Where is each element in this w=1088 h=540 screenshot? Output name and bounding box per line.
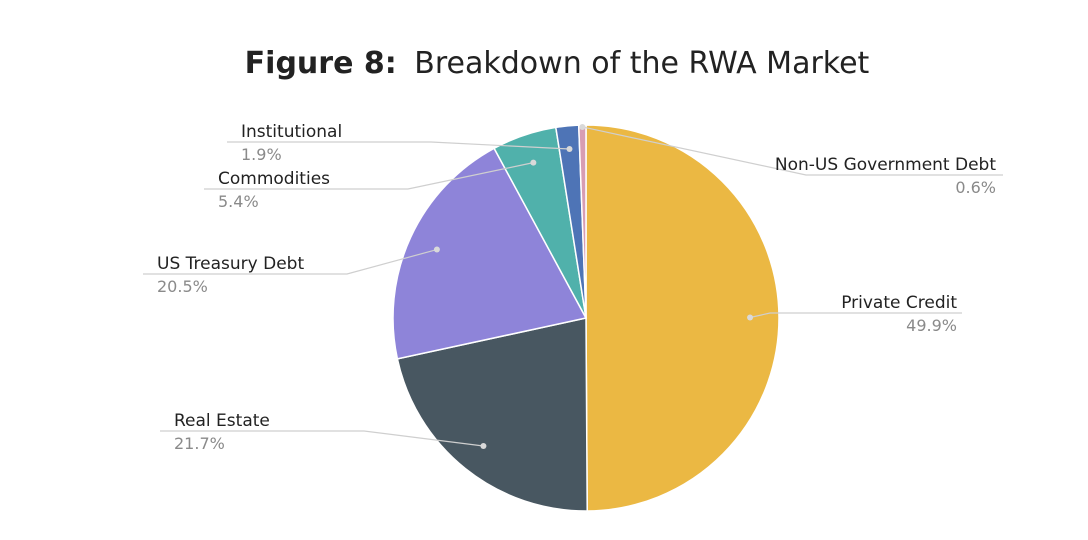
leader-dot-private-credit: [747, 314, 754, 321]
slice-label-us-treasury-debt: US Treasury Debt: [157, 254, 304, 274]
slice-value-non-us-government-debt: 0.6%: [955, 178, 996, 197]
slice-label-private-credit: Private Credit: [841, 293, 957, 313]
chart-title-text: Breakdown of the RWA Market: [414, 46, 869, 81]
slice-label-institutional: Institutional: [241, 122, 342, 142]
chart-title: Figure 8: Breakdown of the RWA Market: [245, 46, 870, 81]
leader-line-commodities: [204, 162, 534, 190]
leader-dot-commodities: [530, 159, 537, 166]
pie-slice-us-treasury-debt: [392, 147, 588, 360]
slice-value-real-estate: 21.7%: [174, 434, 225, 453]
leader-line-us-treasury-debt: [143, 248, 438, 275]
leader-line-institutional: [227, 141, 570, 150]
chart-title-prefix: Figure 8:: [245, 46, 397, 81]
pie-slice-private-credit: [585, 124, 780, 512]
leader-line-real-estate: [160, 430, 484, 447]
leader-line-non-us-government-debt: [582, 126, 1003, 176]
slice-label-non-us-government-debt: Non-US Government Debt: [775, 155, 996, 175]
slice-value-institutional: 1.9%: [241, 145, 282, 164]
pie-slices: [392, 124, 780, 512]
leader-dot-us-treasury-debt: [433, 246, 440, 253]
pie-slice-real-estate: [396, 317, 588, 512]
leader-line-private-credit: [749, 312, 962, 319]
slice-value-private-credit: 49.9%: [906, 316, 957, 335]
slice-value-commodities: 5.4%: [218, 192, 259, 211]
slice-label-commodities: Commodities: [218, 169, 330, 189]
leader-dot-institutional: [566, 145, 573, 152]
slice-label-real-estate: Real Estate: [174, 411, 270, 431]
pie-labels: Private Credit 49.9% Real Estate 21.7% US Tr…: [143, 122, 1003, 453]
slice-value-us-treasury-debt: 20.5%: [157, 277, 208, 296]
leader-dot-real-estate: [480, 443, 487, 450]
leader-dot-non-us-government-debt: [579, 123, 586, 130]
